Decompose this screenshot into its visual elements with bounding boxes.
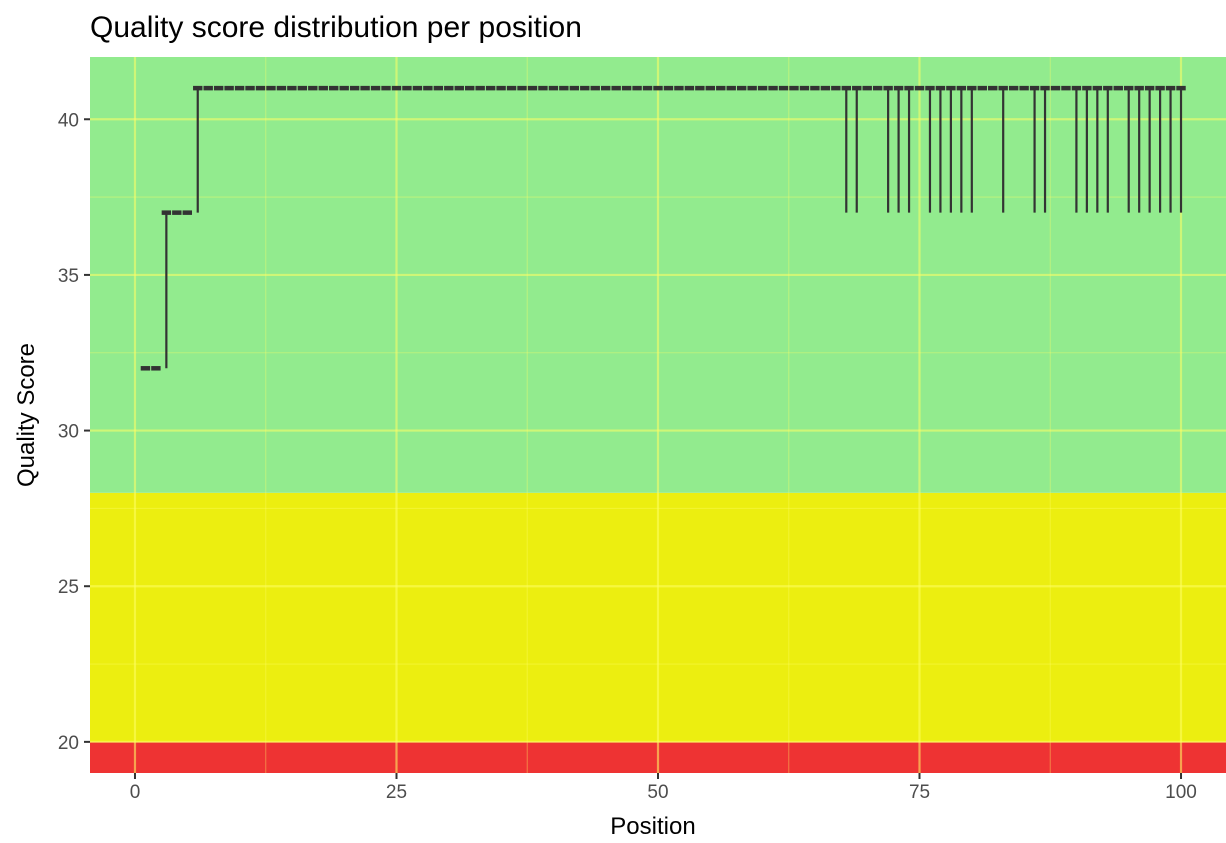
x-axis-title: Position bbox=[610, 813, 695, 840]
boxplot-marks bbox=[140, 85, 1186, 371]
y-axis-title: Quality Score bbox=[13, 343, 40, 487]
axes: 0 25 50 75 100 20 25 30 35 40 bbox=[58, 110, 1197, 803]
x-tick-label: 0 bbox=[130, 782, 141, 803]
y-tick-label: 20 bbox=[58, 733, 79, 754]
chart-title: Quality score distribution per position bbox=[90, 11, 582, 44]
x-tick-label: 25 bbox=[386, 782, 407, 803]
x-tick-label: 100 bbox=[1165, 782, 1197, 803]
y-tick-label: 35 bbox=[58, 266, 79, 287]
y-tick-label: 25 bbox=[58, 577, 79, 598]
x-tick-label: 50 bbox=[647, 782, 668, 803]
y-tick-label: 30 bbox=[58, 422, 79, 443]
grid-lines bbox=[90, 57, 1226, 773]
y-tick-label: 40 bbox=[58, 110, 79, 131]
x-tick-label: 75 bbox=[909, 782, 930, 803]
